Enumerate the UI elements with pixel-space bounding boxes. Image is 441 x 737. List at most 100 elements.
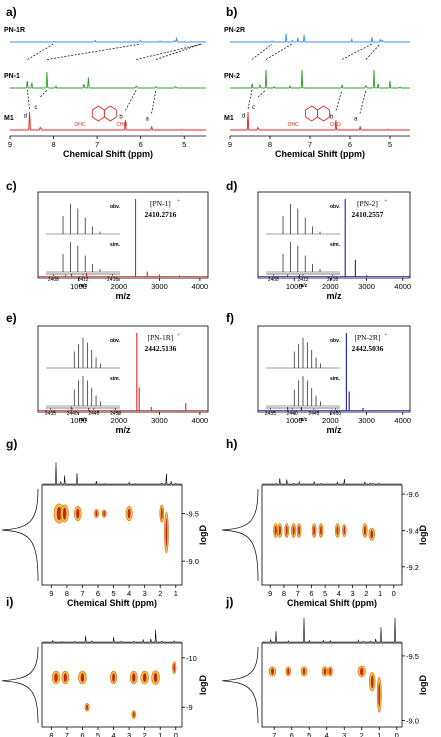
inset-tick-label-f-0: 2435 [265,411,276,417]
inset-sim-label-f: sim. [330,376,341,382]
ms-tick-label-c-2: 3000 [151,282,168,291]
ion-charge-e: + [177,333,180,338]
trace-name-a-1: PN-1 [4,73,20,80]
inset-tick-label-f-1: 2440 [287,411,298,417]
ms-xlabel-e: m/z [115,425,131,435]
dosy-spot-core-j-4 [329,668,332,675]
ms-tick-label-c-0: 1000 [70,282,87,291]
dosy-xtick-label-j-3: 4 [325,731,329,737]
ms-tick-label-e-2: 3000 [151,416,168,425]
dosy-ytick-label-g-0: -9.5 [186,510,199,519]
nmr-trace-b-1 [230,69,410,89]
dosy-spot-core-i-9 [173,663,176,672]
inset-tick-label-c-0: 2408 [48,277,59,283]
dosy-xtick-label-g-6: 3 [143,589,147,598]
dosy-side-projection-h [221,488,259,582]
x-axis-label-a: Chemical Shift (ppm) [63,149,153,159]
dosy-projection-j [262,617,402,643]
peak-letter-b-b: b [330,114,334,120]
nmr-link-a-high-0 [27,43,54,60]
dosy-xtick-label-j-2: 5 [307,731,311,737]
peak-letter-a-a: a [146,117,150,123]
dosy-xtick-label-h-9: 0 [392,589,396,598]
x-tick-label-b-3: 6 [348,140,352,149]
molecule-ring2-a [103,105,117,122]
inset-tick-label-f-2: 2445 [308,411,319,417]
trace-name-b-0: PN-2R [224,27,245,34]
molecule-label-right-a: CHO [116,122,127,128]
dosy-ytick-label-j-0: -9.5 [406,652,419,661]
dosy-xtick-label-g-3: 6 [96,589,100,598]
dosy-spot-core-h-6 [320,525,322,536]
dosy-xtick-label-g-7: 2 [158,589,162,598]
ms-tick-label-d-1: 2000 [322,282,339,291]
ion-formula-d: [PN-2] [357,199,378,208]
ms-frame-d [257,191,411,279]
dosy-xtick-label-h-4: 5 [323,589,327,598]
peak-letter-a-d: d [24,113,27,119]
dosy-spot-core-h-9 [363,525,366,536]
x-tick-label-a-3: 6 [139,140,143,149]
nmr-link-a-low-2 [125,89,137,111]
ms-tick-label-c-3: 4000 [192,282,209,291]
molecule-label-right-b: CHO [330,122,341,128]
dosy-ylabel-j: logD [418,675,428,695]
x-tick-label-b-4: 5 [388,140,392,149]
inset-obs-label-f: obv. [330,338,341,344]
dosy-xtick-label-i-0: 8 [49,731,53,737]
molecule-ring-b [305,105,319,122]
dosy-spot-core-g-0 [56,506,62,521]
trace-name-a-2: M1 [4,115,14,122]
ms-tick-label-e-3: 4000 [192,416,209,425]
dosy-spot-core-h-7 [336,525,339,536]
inset-tick-label-e-0: 2435 [45,411,56,417]
dosy-side-projection-g [1,488,39,582]
dosy-spot-core-h-4 [298,525,300,536]
dosy-xtick-label-g-5: 4 [127,589,131,598]
dosy-spot-core-g-2 [76,508,80,519]
dosy-xtick-label-i-5: 3 [127,731,131,737]
dosy-xtick-label-i-2: 6 [80,731,84,737]
dosy-xtick-label-j-0: 7 [272,731,276,737]
dosy-xtick-label-g-8: 1 [174,589,178,598]
dosy-frame-g [41,484,183,586]
dosy-spot-core-g-1 [62,507,67,520]
inset-tick-label-d-0: 2408 [268,277,279,283]
peak-letter-b-c: c [252,105,255,111]
x-tick-label-a-2: 7 [95,140,99,149]
dosy-ytick-label-h-2: -9.2 [406,563,419,572]
inset-tick-label-f-3: 2450 [330,411,341,417]
nmr-link-a-high-1 [46,43,141,60]
ion-charge-d: + [384,199,387,204]
ms-tick-label-c-1: 2000 [111,282,128,291]
dosy-xtick-label-g-1: 8 [65,589,69,598]
peak-letter-b-a: a [354,117,358,123]
nmr-link-a-high-3 [155,43,202,60]
dosy-projection-h [262,478,402,485]
ms-tick-label-f-0: 1000 [286,416,303,425]
inset-xlabel-c: m/z [79,283,88,289]
x-axis-label-b: Chemical Shift (ppm) [275,149,365,159]
dosy-ytick-label-g-1: -9.0 [186,557,199,566]
ion-mass-c: 2410.2716 [144,210,176,219]
ion-charge-c: + [177,199,180,204]
ion-mass-e: 2442.5136 [144,344,176,353]
dosy-side-projection-i [1,646,39,724]
inset-xlabel-d: m/z [299,283,308,289]
ms-tick-label-e-0: 1000 [70,416,87,425]
panel-f-label: f) [226,311,234,325]
nmr-link-b-low-1 [257,89,267,98]
dosy-xtick-label-h-2: 7 [296,589,300,598]
inset-tick-label-e-1: 2440 [67,411,78,417]
dosy-spot-core-h-3 [292,525,295,536]
x-tick-label-b-0: 9 [228,140,232,149]
x-tick-label-a-0: 9 [8,140,12,149]
dosy-spot-core-i-8 [153,672,158,683]
dosy-spot-core-h-0 [274,525,277,536]
inset-xlabel-f: m/z [299,417,308,423]
ms-tick-label-e-1: 2000 [111,416,128,425]
ms-frame-c [37,191,209,279]
ms-tick-label-f-2: 3000 [358,416,375,425]
